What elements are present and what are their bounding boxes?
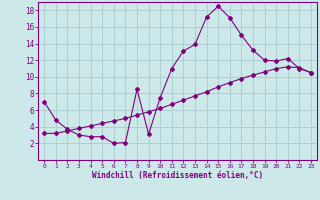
X-axis label: Windchill (Refroidissement éolien,°C): Windchill (Refroidissement éolien,°C): [92, 171, 263, 180]
